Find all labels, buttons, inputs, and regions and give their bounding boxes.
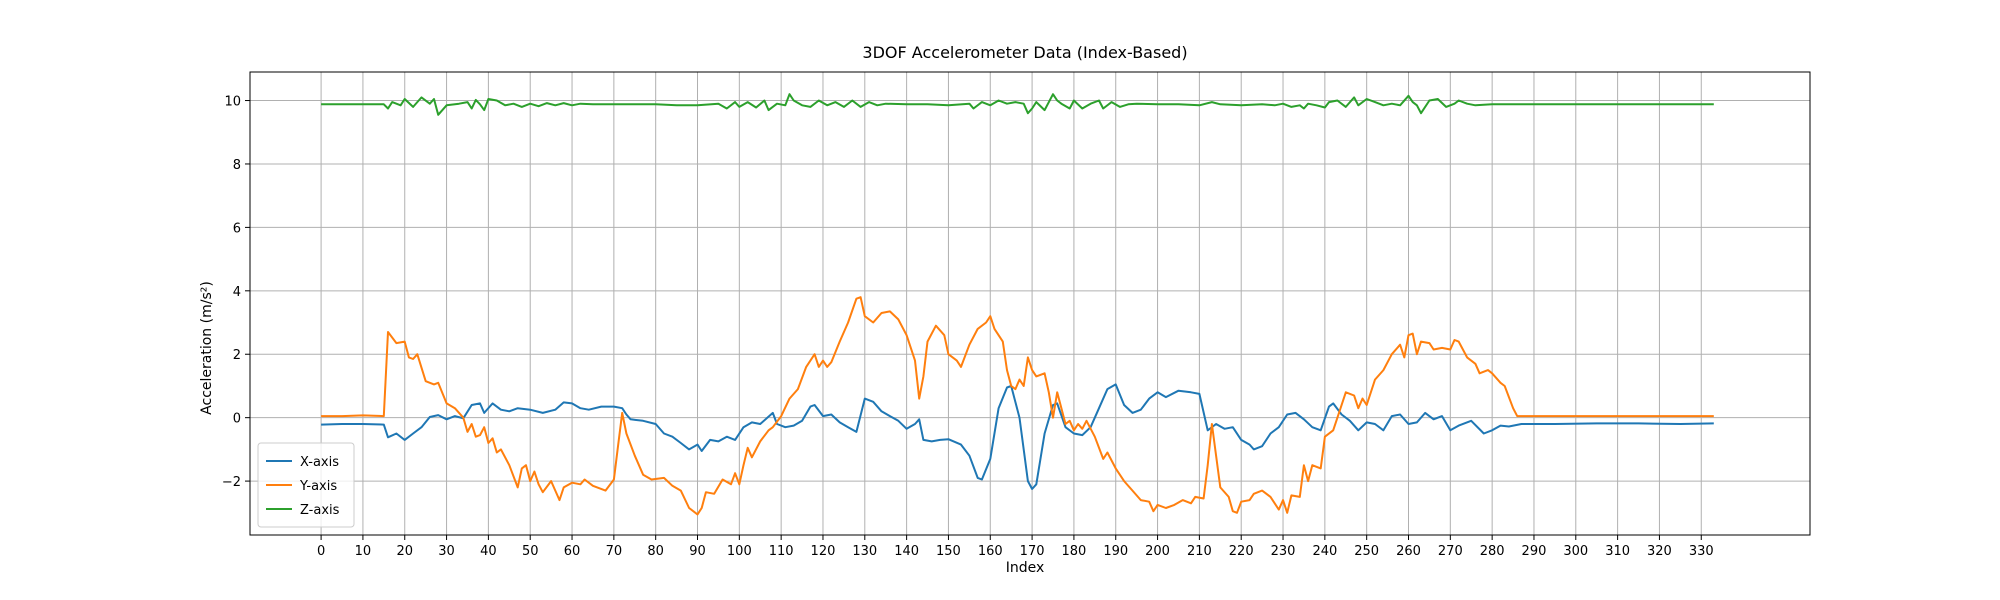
x-tick-label: 190 [1103, 544, 1128, 559]
x-tick-label: 70 [606, 544, 623, 559]
x-tick-label: 330 [1689, 544, 1714, 559]
x-tick-label: 90 [689, 544, 706, 559]
x-tick-label: 300 [1563, 544, 1588, 559]
series-line-x-axis [321, 383, 1714, 490]
legend-entry: Y-axis [299, 479, 337, 494]
x-tick-label: 260 [1396, 544, 1421, 559]
x-tick-label: 170 [1020, 544, 1045, 559]
y-ticks: −2 0 2 4 6 8 10 [222, 95, 250, 490]
x-tick-label: 290 [1522, 544, 1547, 559]
x-tick-label: 210 [1187, 544, 1212, 559]
y-axis-label: Acceleration (m/s²) [199, 281, 215, 415]
x-ticks: 0 10 20 30 40 50 60 70 80 90 100 110 120 130 140 150 160… [317, 535, 1714, 559]
legend-entry: X-axis [300, 455, 339, 470]
series-line-y-axis [321, 296, 1714, 516]
x-tick-label: 10 [355, 544, 372, 559]
x-tick-label: 130 [852, 544, 877, 559]
y-tick-label: 10 [224, 95, 241, 110]
x-tick-label: 320 [1647, 544, 1672, 559]
y-tick-label: −2 [222, 475, 241, 490]
x-tick-label: 50 [522, 544, 539, 559]
x-tick-label: 110 [769, 544, 794, 559]
chart-title: 3DOF Accelerometer Data (Index-Based) [862, 43, 1187, 62]
x-tick-label: 200 [1145, 544, 1170, 559]
legend: X-axis Y-axis Z-axis [257, 442, 355, 528]
x-tick-label: 160 [978, 544, 1003, 559]
x-tick-label: 30 [438, 544, 455, 559]
x-tick-label: 180 [1062, 544, 1087, 559]
y-tick-label: 8 [233, 158, 241, 173]
legend-box [257, 442, 355, 528]
y-tick-label: 6 [233, 221, 241, 236]
x-tick-label: 100 [727, 544, 752, 559]
x-tick-label: 80 [647, 544, 664, 559]
x-tick-label: 0 [317, 544, 325, 559]
x-tick-label: 230 [1271, 544, 1296, 559]
x-tick-label: 150 [936, 544, 961, 559]
x-tick-label: 240 [1312, 544, 1337, 559]
x-tick-label: 40 [480, 544, 497, 559]
plot-frame [249, 71, 1811, 536]
x-tick-label: 310 [1605, 544, 1630, 559]
x-tick-label: 250 [1354, 544, 1379, 559]
legend-entry: Z-axis [300, 503, 340, 518]
x-axis-label: Index [1006, 560, 1045, 576]
y-tick-label: 0 [233, 412, 241, 427]
y-tick-label: 2 [233, 348, 241, 363]
x-tick-label: 280 [1480, 544, 1505, 559]
x-tick-label: 60 [564, 544, 581, 559]
y-tick-label: 4 [233, 285, 241, 300]
x-tick-label: 270 [1438, 544, 1463, 559]
x-tick-label: 220 [1229, 544, 1254, 559]
x-tick-label: 140 [894, 544, 919, 559]
series-line-z-axis [321, 93, 1714, 116]
x-tick-label: 20 [396, 544, 413, 559]
grid [250, 72, 1810, 535]
series-layer [321, 93, 1714, 516]
x-tick-label: 120 [811, 544, 836, 559]
